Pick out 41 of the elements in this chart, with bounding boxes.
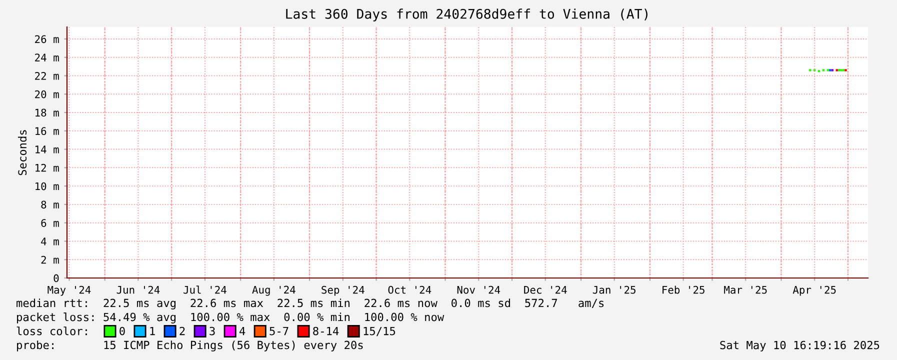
legend-label: 4 xyxy=(240,326,246,336)
y-tick-label: 24 m xyxy=(35,54,59,62)
x-tick-label: Nov '24 xyxy=(457,286,500,294)
text: median rtt: 22.5 ms avg 22.6 ms max 22.5 ms min 22.6 ms now 0.0 ms sd 572.7 am/s xyxy=(16,298,604,310)
y-tick-label: 2 m xyxy=(41,256,59,264)
chart-title: Last 360 Days from 2402768d9eff to Vienna (AT) xyxy=(286,8,648,22)
x-tick-label: May '24 xyxy=(48,286,91,296)
y-tick-label: 16 m xyxy=(36,127,59,136)
x-tick-label: Oct '24 xyxy=(388,286,432,294)
x-tick-label: Jul '24 xyxy=(184,286,226,294)
x-tick-label: Apr '25 xyxy=(792,286,836,296)
text: probe: 15 ICMP Echo Pings (56 Bytes) every 20s xyxy=(17,340,363,352)
legend-label: 8-14 xyxy=(313,326,339,336)
legend-label: 3 xyxy=(210,326,215,336)
legend-label: 1 xyxy=(150,326,155,336)
y-tick-label: 4 m xyxy=(41,238,59,246)
legend-label: 5-7 xyxy=(270,326,288,336)
y-tick-label: 10 m xyxy=(36,182,59,190)
y-tick-label: 12 m xyxy=(36,164,59,172)
x-tick-label: Mar '25 xyxy=(724,286,767,294)
y-tick-label: 8 m xyxy=(41,200,59,209)
y-tick-label: 26 m xyxy=(35,35,59,44)
y-axis-title: Seconds xyxy=(18,130,27,176)
text: Sat May 10 16:19:16 2025 xyxy=(720,340,880,352)
y-tick-label: 0 xyxy=(54,274,59,282)
x-tick-label: Jan '25 xyxy=(592,286,636,294)
legend-title: loss color: xyxy=(16,326,87,336)
legend-label: 2 xyxy=(180,326,185,336)
legend-label: 0 xyxy=(120,326,125,336)
y-tick-label: 22 m xyxy=(35,72,59,80)
y-tick-label: 14 m xyxy=(36,146,59,154)
text: packet loss: 54.49 % avg 100.00 % max 0.00 % min 100.00 % now xyxy=(17,312,444,324)
y-tick-label: 6 m xyxy=(41,219,59,227)
y-tick-label: 18 m xyxy=(36,108,59,117)
x-tick-label: Jun '24 xyxy=(116,286,160,294)
x-tick-label: Dec '24 xyxy=(524,286,567,294)
y-tick-label: 20 m xyxy=(35,90,59,98)
x-tick-label: Aug '24 xyxy=(252,286,296,296)
x-tick-label: Sep '24 xyxy=(322,286,364,296)
legend-label: 15/15 xyxy=(364,326,396,336)
x-tick-label: Feb '25 xyxy=(662,286,704,294)
